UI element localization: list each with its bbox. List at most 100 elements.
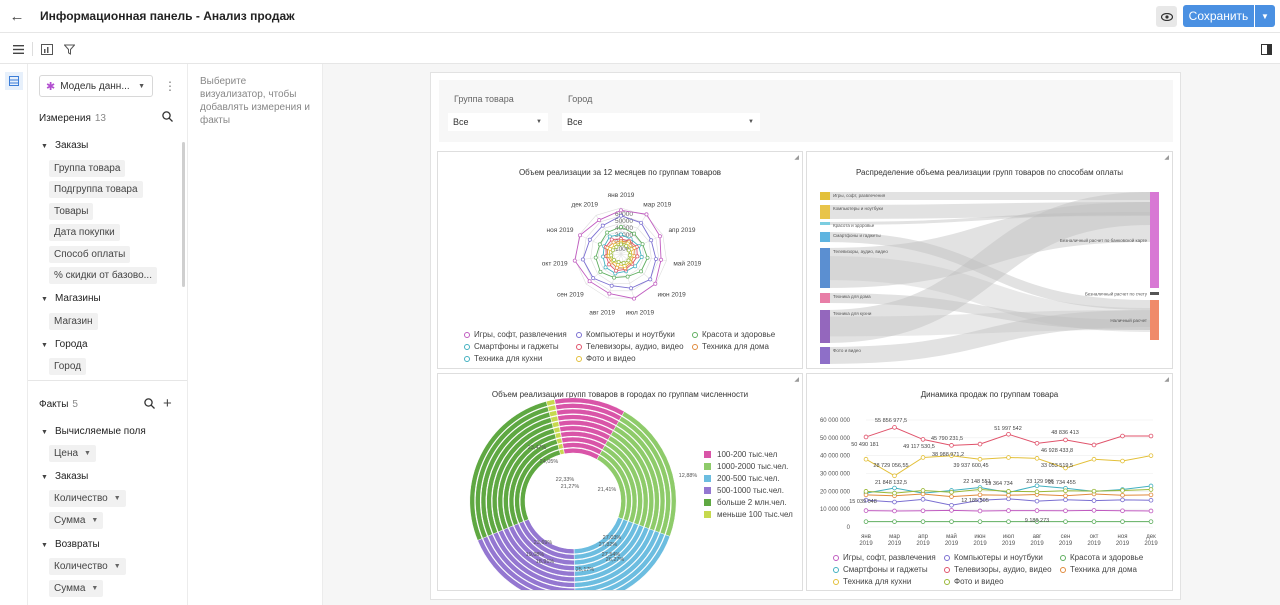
radar-point [653, 281, 658, 286]
chevron-down-icon: ▼ [91, 517, 99, 524]
sunburst-chart-card[interactable]: Объем реализации групп товаров в городах… [437, 373, 803, 591]
legend-item: Компьютеры и ноутбуки [576, 330, 675, 339]
line-x-tick: сен [1061, 534, 1071, 540]
line-x-tick: окт [1090, 534, 1099, 540]
fact-item[interactable]: Количество ▼ [49, 490, 126, 507]
sankey-source-node [820, 310, 830, 343]
legend-item: Фото и видео [944, 577, 1004, 586]
resize-handle-icon[interactable]: ◢ [794, 155, 799, 161]
scrollbar[interactable] [182, 142, 185, 287]
line-point [949, 453, 954, 459]
radar-point [635, 254, 640, 259]
fact-item[interactable]: Цена ▼ [49, 445, 96, 462]
line-point [977, 492, 983, 498]
filter-city-value: Все [567, 117, 583, 127]
top-bar: ← Информационная панель - Анализ продаж [0, 0, 1280, 33]
line-point [1091, 498, 1097, 503]
group-computed[interactable]: ▼ Вычисляемые поля [41, 426, 146, 437]
sankey-source-node [820, 222, 830, 225]
group-returns[interactable]: ▼ Возвраты [41, 539, 100, 550]
group-orders-facts[interactable]: ▼ Заказы [41, 471, 89, 482]
fact-item[interactable]: Количество ▼ [49, 558, 126, 575]
line-point [892, 499, 897, 505]
radar-point [626, 248, 631, 253]
resize-handle-icon[interactable]: ◢ [1164, 377, 1169, 383]
radar-grid-ring [590, 222, 652, 284]
line-data-label: 21 734 455 [1048, 480, 1076, 486]
menu-icon[interactable] [10, 41, 26, 57]
line-data-label: 22 148 551 [963, 479, 991, 485]
sankey-link [824, 192, 1151, 343]
sunburst-label: 19,08% [526, 552, 545, 558]
search-icon[interactable] [162, 111, 173, 125]
back-arrow-icon[interactable]: ← [9, 7, 25, 25]
radar-chart-card[interactable]: Объем реализации за 12 месяцев по группа… [437, 151, 803, 369]
filter-icon[interactable] [61, 41, 77, 57]
radar-point [580, 257, 585, 262]
filter-city-label: Город [568, 94, 593, 104]
line-data-label: 28 729 056,55 [873, 463, 908, 469]
radar-point [659, 257, 664, 262]
line-x-tick: авг [1033, 534, 1043, 540]
radar-point [644, 212, 649, 217]
more-icon[interactable]: ⋮ [164, 79, 176, 93]
group-orders[interactable]: ▼ Заказы [41, 140, 89, 151]
save-button[interactable]: Сохранить [1183, 5, 1254, 27]
sunburst-segment [556, 437, 563, 445]
filter-group-value: Все [453, 117, 469, 127]
group-cities[interactable]: ▼ Города [41, 339, 88, 350]
legend-item: Телевизоры, аудио, видео [576, 342, 684, 351]
filter-group-select[interactable]: Все ▼ [448, 113, 548, 131]
sankey-chart-card[interactable]: Распределение объема реализации групп то… [806, 151, 1173, 369]
dimension-item[interactable]: Город [49, 358, 87, 375]
dimensions-header: Измерения 13 [39, 113, 106, 124]
dimension-item[interactable]: % скидки от базово... [49, 267, 157, 284]
group-label: Заказы [54, 140, 89, 151]
radar-point [632, 231, 637, 236]
preview-eye-icon[interactable] [1156, 6, 1177, 27]
group-shops[interactable]: ▼ Магазины [41, 293, 101, 304]
resize-handle-icon[interactable]: ◢ [1164, 155, 1169, 161]
radar-point [619, 213, 623, 218]
legend-item: 1000-2000 тыс.чел. [704, 462, 788, 471]
model-select[interactable]: ✱ Модель данн... ▼ [39, 75, 153, 97]
data-panel-icon[interactable] [5, 72, 23, 90]
line-point [949, 519, 954, 524]
add-icon[interactable]: + [163, 395, 172, 412]
radar-point [649, 238, 654, 243]
sunburst-label: 27,03% [603, 535, 622, 541]
line-x-tick: 2019 [1087, 541, 1101, 547]
dimension-item[interactable]: Способ оплаты [49, 246, 131, 263]
line-point [920, 437, 926, 442]
group-label: Города [54, 339, 88, 350]
chart-icon[interactable] [39, 41, 55, 57]
line-data-label: 15 039 048 [849, 499, 877, 505]
line-point [1091, 488, 1097, 494]
line-x-tick: май [946, 533, 957, 540]
search-icon[interactable] [144, 398, 155, 412]
radar-point [614, 244, 619, 249]
sunburst-segment [614, 534, 671, 590]
line-data-label: 51 997 542 [994, 426, 1022, 432]
dimension-item[interactable]: Магазин [49, 313, 98, 330]
sunburst-segment [598, 532, 666, 590]
legend-item: Компьютеры и ноутбуки [944, 553, 1043, 562]
sunburst-segment [547, 404, 557, 412]
line-point [1091, 508, 1097, 513]
dimension-item[interactable]: Товары [49, 203, 94, 220]
line-x-tick: июл [1003, 534, 1015, 540]
radar-series-line [574, 209, 662, 300]
fact-item[interactable]: Сумма ▼ [49, 580, 104, 597]
sunburst-label: 18,91% [536, 559, 555, 565]
filter-city-select[interactable]: Все ▼ [562, 113, 760, 131]
panel-toggle-icon[interactable] [1258, 41, 1274, 57]
dimension-item[interactable]: Подгруппа товара [49, 181, 143, 198]
fact-item[interactable]: Сумма ▼ [49, 512, 104, 529]
dimension-item[interactable]: Дата покупки [49, 224, 120, 241]
resize-handle-icon[interactable]: ◢ [794, 377, 799, 383]
save-dropdown-icon[interactable]: ▼ [1255, 5, 1275, 27]
line-chart-card[interactable]: Динамика продаж по группам товара ◢ 60 0… [806, 373, 1173, 591]
dimension-item[interactable]: Группа товара [49, 160, 126, 177]
sankey-target-node [1150, 192, 1159, 288]
line-point [863, 434, 869, 440]
